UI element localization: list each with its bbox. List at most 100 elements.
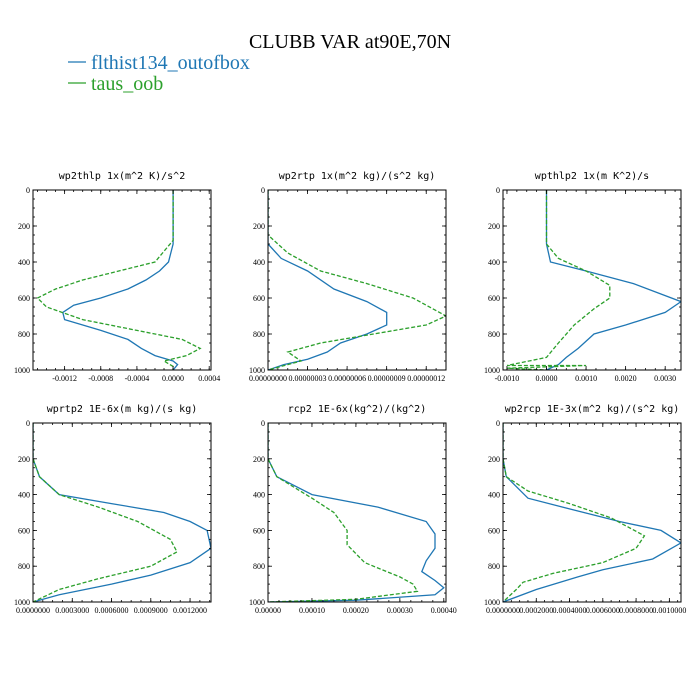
y-tick-label: 600	[18, 294, 30, 303]
y-tick-label: 0	[26, 419, 30, 428]
y-tick-label: 200	[18, 455, 30, 464]
x-tick-label: 0.00000003	[289, 374, 327, 383]
x-tick-label: 0.0020	[615, 374, 637, 383]
x-tick-label: 0.0010000	[652, 606, 686, 615]
y-tick-label: 400	[253, 491, 265, 500]
series-line-taus-oob	[268, 423, 419, 602]
axis-frame	[267, 189, 447, 371]
panel-title: wp2rtp 1x(m^2 kg)/(s^2 kg)	[279, 171, 436, 182]
x-tick-label: 0.00000006	[328, 374, 366, 383]
y-tick-label: 400	[488, 258, 500, 267]
axis-frame	[502, 189, 682, 371]
panel-6: wp2rcp 1E-3x(m^2 kg)/(s^2 kg) 0 200 400 600 8…	[484, 404, 686, 615]
y-tick-label: 600	[18, 526, 30, 535]
y-tick-label: 600	[488, 526, 500, 535]
y-tick-label: 1000	[14, 366, 30, 375]
panel-4: wprtp2 1E-6x(m kg)/(s kg) 0 200 400 600 800 10…	[14, 404, 212, 615]
x-tick-label: 0.0006000	[586, 606, 620, 615]
y-tick-label: 800	[18, 562, 30, 571]
series-line-flthist134	[268, 423, 445, 602]
x-tick-label: 0.00000	[255, 606, 281, 615]
panel-title: rcp2 1E-6x(kg^2)/(kg^2)	[288, 404, 426, 415]
axis-frame	[502, 422, 682, 603]
legend: flthist134_outofbox taus_oob	[68, 52, 250, 95]
x-tick-label: 0.00020	[343, 606, 369, 615]
panel-title: wpthlp2 1x(m K^2)/s	[535, 171, 649, 182]
series-line-flthist134	[33, 423, 211, 602]
x-tick-label: 0.0000	[162, 374, 184, 383]
series-line-taus-oob	[33, 423, 178, 602]
y-tick-label: 1000	[249, 366, 265, 375]
y-tick-label: 600	[253, 294, 265, 303]
y-tick-label: 200	[488, 455, 500, 464]
y-tick-label: 0	[496, 186, 500, 195]
axis-frame	[32, 189, 212, 371]
y-tick-label: 400	[18, 491, 30, 500]
y-tick-label: 600	[253, 526, 265, 535]
panels: wp2thlp 1x(m^2 K)/s^2 0 200 400 600 800 1000 -0…	[14, 171, 686, 615]
series-line-taus-oob	[506, 190, 611, 370]
x-tick-label: 0.0000	[536, 374, 558, 383]
y-tick-label: 1000	[14, 598, 30, 607]
y-tick-label: 200	[253, 222, 265, 231]
x-tick-label: -0.0004	[125, 374, 150, 383]
y-tick-label: 800	[488, 330, 500, 339]
y-tick-label: 800	[18, 330, 30, 339]
x-tick-label: 0.0002000	[519, 606, 553, 615]
panel-1: wp2thlp 1x(m^2 K)/s^2 0 200 400 600 800 1000 -0…	[14, 171, 220, 383]
y-tick-label: 0	[261, 186, 265, 195]
y-tick-label: 400	[253, 258, 265, 267]
x-tick-label: 0.0006000	[95, 606, 129, 615]
legend-label-flthist134: flthist134_outofbox	[91, 52, 250, 74]
series-line-taus-oob	[503, 423, 646, 602]
series-line-taus-oob	[36, 190, 202, 370]
y-tick-label: 200	[253, 455, 265, 464]
panel-title: wp2thlp 1x(m^2 K)/s^2	[59, 171, 185, 182]
panel-3: wpthlp2 1x(m K^2)/s 0 200 400 600 800 1000-0.0…	[484, 171, 682, 383]
y-tick-label: 1000	[484, 366, 500, 375]
x-tick-label: 0.0012000	[173, 606, 207, 615]
y-tick-label: 200	[18, 222, 30, 231]
x-tick-label: 0.00000000	[249, 374, 287, 383]
x-tick-label: 0.0003000	[55, 606, 89, 615]
x-tick-label: -0.0008	[88, 374, 113, 383]
x-tick-label: 0.0000000	[486, 606, 520, 615]
x-tick-label: 0.0009000	[134, 606, 168, 615]
panel-2: wp2rtp 1x(m^2 kg)/(s^2 kg) 0 200 400 600 800 1…	[249, 171, 447, 383]
y-tick-label: 1000	[484, 598, 500, 607]
x-tick-label: 0.00030	[387, 606, 413, 615]
x-tick-label: 0.0004	[198, 374, 220, 383]
axis-frame	[267, 422, 447, 603]
y-tick-label: 1000	[249, 598, 265, 607]
panel-5: rcp2 1E-6x(kg^2)/(kg^2) 0 200 400 600 800 1000…	[249, 404, 457, 615]
x-tick-label: 0.0008000	[619, 606, 653, 615]
series-line-flthist134	[62, 190, 179, 370]
y-tick-label: 800	[488, 562, 500, 571]
y-tick-label: 600	[488, 294, 500, 303]
x-tick-label: 0.0010	[575, 374, 597, 383]
y-tick-label: 200	[488, 222, 500, 231]
x-tick-label: 0.0030	[654, 374, 676, 383]
x-tick-label: 0.00010	[299, 606, 325, 615]
x-tick-label: 0.0000000	[16, 606, 50, 615]
x-tick-label: 0.00000009	[368, 374, 406, 383]
figure-title: CLUBB VAR at90E,70N	[249, 31, 451, 53]
x-tick-label: 0.00000012	[407, 374, 445, 383]
axis-frame	[32, 422, 212, 603]
series-line-flthist134	[545, 190, 681, 370]
series-line-flthist134	[503, 423, 681, 602]
series-line-flthist134	[268, 190, 388, 370]
legend-label-taus-oob: taus_oob	[91, 73, 163, 95]
panel-title: wprtp2 1E-6x(m kg)/(s kg)	[47, 404, 198, 415]
y-tick-label: 0	[496, 419, 500, 428]
panel-title: wp2rcp 1E-3x(m^2 kg)/(s^2 kg)	[505, 404, 680, 415]
y-tick-label: 400	[488, 491, 500, 500]
y-tick-label: 0	[261, 419, 265, 428]
x-tick-label: 0.00040	[431, 606, 457, 615]
series-line-taus-oob	[268, 190, 446, 370]
y-tick-label: 800	[253, 562, 265, 571]
y-tick-label: 0	[26, 186, 30, 195]
y-tick-label: 400	[18, 258, 30, 267]
x-tick-label: -0.0012	[52, 374, 77, 383]
